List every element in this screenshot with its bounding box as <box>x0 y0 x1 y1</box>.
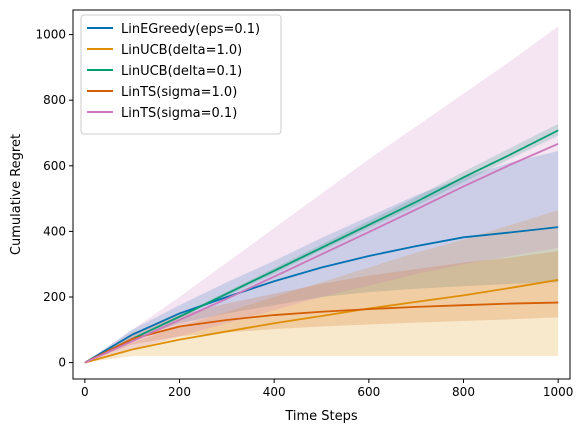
x-axis-label: Time Steps <box>284 409 358 424</box>
x-tick-label: 800 <box>452 385 475 399</box>
x-tick-label: 600 <box>357 385 380 399</box>
x-tick-label: 1000 <box>543 385 574 399</box>
series-lines <box>84 129 559 364</box>
band-series-4 <box>84 26 559 363</box>
x-tick-label: 0 <box>81 385 89 399</box>
plot-frame <box>72 9 571 380</box>
y-tick-label: 0 <box>58 356 66 370</box>
y-tick-label: 800 <box>43 93 66 107</box>
line-series-2 <box>84 129 559 364</box>
band-series-3 <box>84 251 559 363</box>
x-tick-label: 400 <box>263 385 286 399</box>
y-tick-label: 600 <box>43 159 66 173</box>
legend-label: LinEGreedy(eps=0.1) <box>121 22 260 37</box>
y-tick-label: 400 <box>43 224 66 238</box>
y-tick-label: 200 <box>43 290 66 304</box>
line-series-4 <box>84 142 559 364</box>
legend-label: LinUCB(delta=1.0) <box>121 43 242 58</box>
band-series-1 <box>84 210 559 363</box>
legend-label: LinTS(sigma=1.0) <box>121 85 237 100</box>
line-series-0 <box>84 226 559 364</box>
y-tick-label: 1000 <box>35 28 66 42</box>
legend-label: LinTS(sigma=0.1) <box>121 106 237 121</box>
legend-box <box>80 14 282 135</box>
legend-label: LinUCB(delta=0.1) <box>121 64 242 79</box>
line-series-3 <box>84 301 559 364</box>
line-series-1 <box>84 279 559 364</box>
y-axis: 0 200 400 600 800 1000 <box>35 28 73 370</box>
x-tick-label: 200 <box>168 385 191 399</box>
legend: LinEGreedy(eps=0.1) LinUCB(delta=1.0) LinU… <box>80 14 282 135</box>
x-axis: 0 200 400 600 800 1000 <box>81 379 573 399</box>
y-axis-label: Cumulative Regret <box>9 134 24 255</box>
